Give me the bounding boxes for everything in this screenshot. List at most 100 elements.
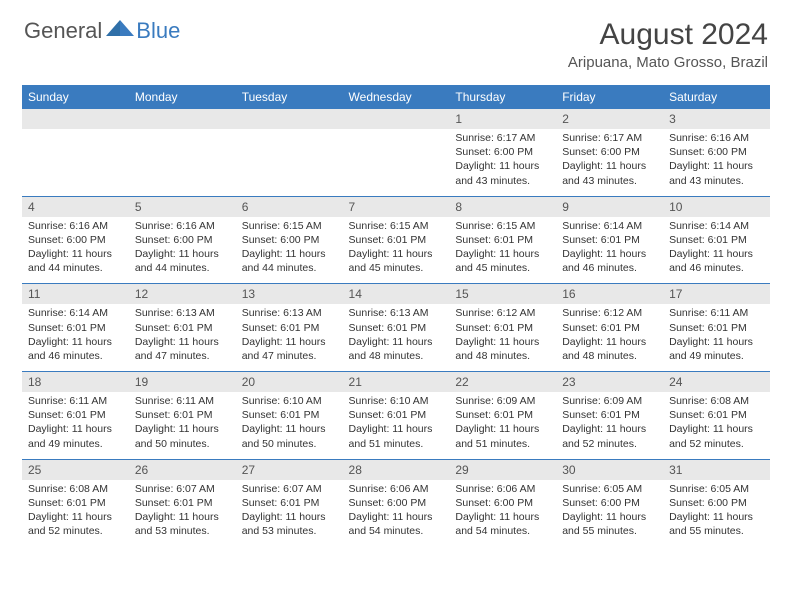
day-detail-cell: Sunrise: 6:13 AMSunset: 6:01 PMDaylight:… [343,304,450,371]
daylight-line: Daylight: 11 hours and 43 minutes. [669,159,764,187]
day-detail-cell: Sunrise: 6:09 AMSunset: 6:01 PMDaylight:… [556,392,663,459]
sunrise-line: Sunrise: 6:13 AM [242,306,337,320]
day-number-cell: 8 [449,196,556,217]
day-number-cell: 18 [22,372,129,393]
brand-logo: General Blue [24,18,180,44]
day-number-cell: 9 [556,196,663,217]
page-header: General Blue August 2024 Aripuana, Mato … [0,0,792,77]
sunrise-line: Sunrise: 6:12 AM [562,306,657,320]
sunset-line: Sunset: 6:00 PM [562,496,657,510]
sunset-line: Sunset: 6:01 PM [562,233,657,247]
day-detail-row: Sunrise: 6:14 AMSunset: 6:01 PMDaylight:… [22,304,770,371]
daylight-line: Daylight: 11 hours and 49 minutes. [669,335,764,363]
day-number-cell [129,109,236,129]
sunset-line: Sunset: 6:00 PM [669,145,764,159]
daylight-line: Daylight: 11 hours and 48 minutes. [349,335,444,363]
day-number-cell: 25 [22,459,129,480]
day-number-cell: 3 [663,109,770,129]
day-detail-cell [22,129,129,196]
day-detail-cell: Sunrise: 6:13 AMSunset: 6:01 PMDaylight:… [236,304,343,371]
sunrise-line: Sunrise: 6:17 AM [455,131,550,145]
daylight-line: Daylight: 11 hours and 48 minutes. [455,335,550,363]
dow-header: Tuesday [236,85,343,109]
day-detail-cell: Sunrise: 6:05 AMSunset: 6:00 PMDaylight:… [556,480,663,547]
day-detail-cell: Sunrise: 6:05 AMSunset: 6:00 PMDaylight:… [663,480,770,547]
day-number-cell: 15 [449,284,556,305]
sunset-line: Sunset: 6:00 PM [135,233,230,247]
daylight-line: Daylight: 11 hours and 48 minutes. [562,335,657,363]
day-number-cell: 2 [556,109,663,129]
day-detail-cell: Sunrise: 6:16 AMSunset: 6:00 PMDaylight:… [663,129,770,196]
daylight-line: Daylight: 11 hours and 44 minutes. [28,247,123,275]
day-number-cell [236,109,343,129]
sunset-line: Sunset: 6:01 PM [28,496,123,510]
sunset-line: Sunset: 6:01 PM [135,321,230,335]
day-number-cell: 27 [236,459,343,480]
day-detail-cell: Sunrise: 6:14 AMSunset: 6:01 PMDaylight:… [663,217,770,284]
daylight-line: Daylight: 11 hours and 51 minutes. [349,422,444,450]
sunset-line: Sunset: 6:00 PM [242,233,337,247]
sunrise-line: Sunrise: 6:10 AM [242,394,337,408]
sunrise-line: Sunrise: 6:15 AM [455,219,550,233]
sunset-line: Sunset: 6:01 PM [349,233,444,247]
daylight-line: Daylight: 11 hours and 54 minutes. [349,510,444,538]
day-detail-row: Sunrise: 6:11 AMSunset: 6:01 PMDaylight:… [22,392,770,459]
day-number-cell: 23 [556,372,663,393]
day-detail-cell: Sunrise: 6:07 AMSunset: 6:01 PMDaylight:… [236,480,343,547]
day-detail-cell [236,129,343,196]
daylight-line: Daylight: 11 hours and 53 minutes. [135,510,230,538]
daylight-line: Daylight: 11 hours and 52 minutes. [669,422,764,450]
sunrise-line: Sunrise: 6:14 AM [669,219,764,233]
sunrise-line: Sunrise: 6:07 AM [242,482,337,496]
sunset-line: Sunset: 6:01 PM [242,408,337,422]
daylight-line: Daylight: 11 hours and 47 minutes. [135,335,230,363]
sunset-line: Sunset: 6:01 PM [455,408,550,422]
day-number-cell: 20 [236,372,343,393]
dow-header: Wednesday [343,85,450,109]
day-detail-cell: Sunrise: 6:17 AMSunset: 6:00 PMDaylight:… [556,129,663,196]
daylight-line: Daylight: 11 hours and 45 minutes. [349,247,444,275]
sunrise-line: Sunrise: 6:14 AM [28,306,123,320]
day-detail-cell: Sunrise: 6:10 AMSunset: 6:01 PMDaylight:… [236,392,343,459]
day-number-row: 11121314151617 [22,284,770,305]
day-detail-row: Sunrise: 6:17 AMSunset: 6:00 PMDaylight:… [22,129,770,196]
sunrise-line: Sunrise: 6:06 AM [455,482,550,496]
daylight-line: Daylight: 11 hours and 43 minutes. [455,159,550,187]
sunrise-line: Sunrise: 6:11 AM [28,394,123,408]
daylight-line: Daylight: 11 hours and 50 minutes. [242,422,337,450]
sunset-line: Sunset: 6:00 PM [669,496,764,510]
sunrise-line: Sunrise: 6:15 AM [242,219,337,233]
sunrise-line: Sunrise: 6:14 AM [562,219,657,233]
sunrise-line: Sunrise: 6:16 AM [28,219,123,233]
day-number-cell: 1 [449,109,556,129]
day-number-row: 25262728293031 [22,459,770,480]
day-number-cell: 24 [663,372,770,393]
day-detail-cell [129,129,236,196]
day-number-cell: 6 [236,196,343,217]
day-detail-cell [343,129,450,196]
day-detail-cell: Sunrise: 6:10 AMSunset: 6:01 PMDaylight:… [343,392,450,459]
sunrise-line: Sunrise: 6:09 AM [455,394,550,408]
day-number-cell: 12 [129,284,236,305]
dow-header: Thursday [449,85,556,109]
day-detail-cell: Sunrise: 6:16 AMSunset: 6:00 PMDaylight:… [129,217,236,284]
day-number-cell: 10 [663,196,770,217]
sunset-line: Sunset: 6:01 PM [349,408,444,422]
daylight-line: Daylight: 11 hours and 52 minutes. [562,422,657,450]
brand-text-general: General [24,18,102,44]
brand-text-blue: Blue [136,18,180,44]
sunrise-line: Sunrise: 6:06 AM [349,482,444,496]
daylight-line: Daylight: 11 hours and 44 minutes. [242,247,337,275]
sunset-line: Sunset: 6:01 PM [135,496,230,510]
day-detail-row: Sunrise: 6:16 AMSunset: 6:00 PMDaylight:… [22,217,770,284]
sunrise-line: Sunrise: 6:08 AM [28,482,123,496]
sunset-line: Sunset: 6:00 PM [562,145,657,159]
sunset-line: Sunset: 6:01 PM [669,408,764,422]
sunrise-line: Sunrise: 6:13 AM [349,306,444,320]
dow-header: Friday [556,85,663,109]
day-number-row: 45678910 [22,196,770,217]
sunset-line: Sunset: 6:00 PM [455,496,550,510]
daylight-line: Daylight: 11 hours and 51 minutes. [455,422,550,450]
day-number-cell: 16 [556,284,663,305]
sunset-line: Sunset: 6:01 PM [135,408,230,422]
